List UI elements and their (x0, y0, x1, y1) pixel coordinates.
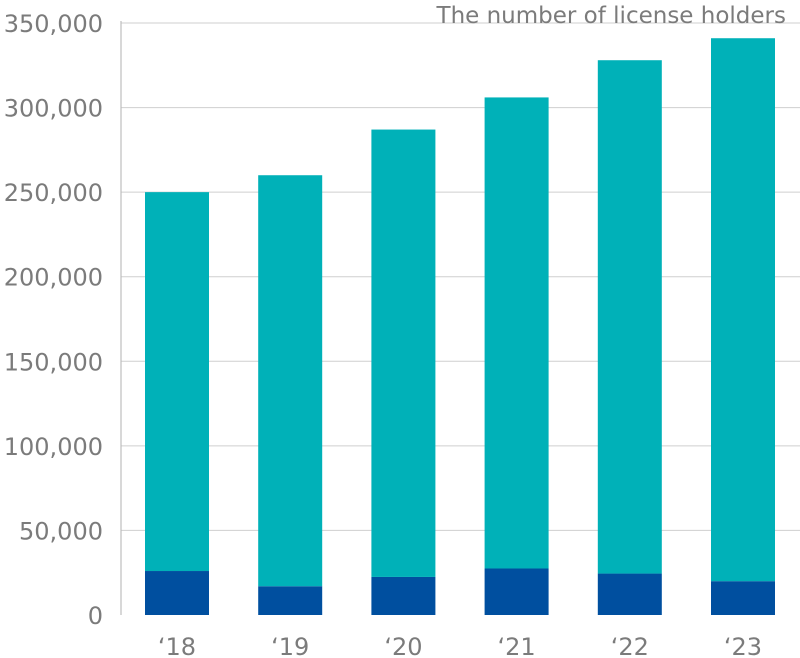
x-tick-label: ‘23 (724, 633, 762, 658)
y-tick-label: 200,000 (4, 264, 103, 292)
x-tick-label: ‘21 (498, 633, 536, 658)
y-tick-label: 250,000 (4, 179, 103, 207)
bar-segment-upper (597, 60, 662, 574)
y-tick-label: 50,000 (19, 517, 103, 545)
y-tick-label: 100,000 (4, 433, 103, 461)
y-tick-label: 350,000 (4, 10, 103, 38)
bar-segment-lower (145, 571, 209, 615)
bar-segment-lower (484, 568, 549, 615)
y-tick-label: 0 (88, 602, 103, 630)
y-tick-label: 150,000 (4, 348, 103, 376)
bars (145, 38, 775, 615)
y-tick-label: 300,000 (4, 95, 103, 123)
x-tick-label: ‘18 (158, 633, 196, 658)
bar-segment-lower (371, 576, 436, 615)
chart-title: The number of license holders (436, 3, 786, 29)
x-tick-label: ‘20 (384, 633, 422, 658)
bar-segment-upper (484, 97, 549, 569)
bar-segment-upper (145, 192, 209, 572)
bar-segment-upper (371, 129, 436, 577)
bar-segment-lower (597, 573, 662, 615)
bar-segment-lower (258, 586, 323, 615)
y-tick-labels: 0 50,000 100,000 150,000 200,000 250,000 300,0… (4, 10, 103, 630)
x-tick-label: ‘19 (271, 633, 309, 658)
x-tick-label: ‘22 (611, 633, 649, 658)
bar-segment-upper (711, 38, 775, 582)
bar-segment-upper (258, 175, 323, 587)
x-tick-labels: ‘18 ‘19 ‘20 ‘21 ‘22 ‘23 (158, 633, 762, 658)
bar-segment-lower (711, 581, 775, 615)
gridlines (121, 22, 800, 531)
